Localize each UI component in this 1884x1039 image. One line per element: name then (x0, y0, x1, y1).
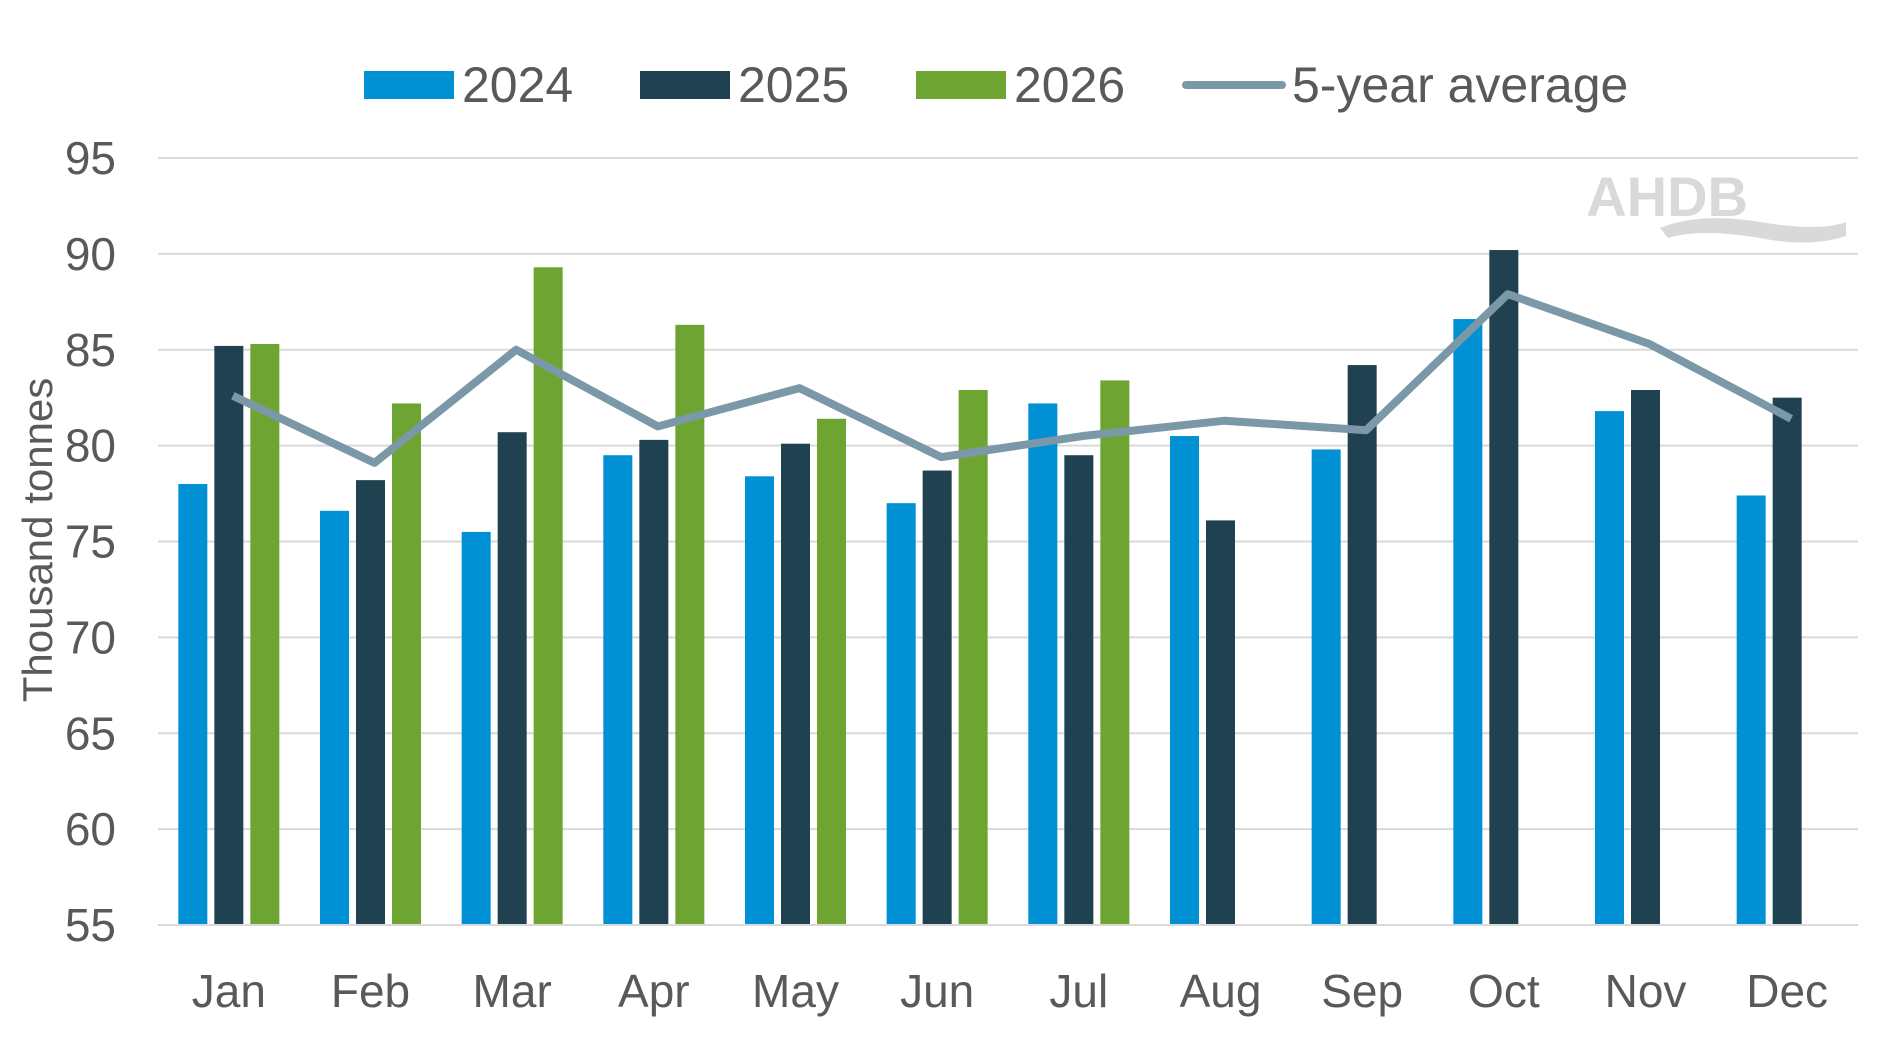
legend-label-2026: 2026 (1014, 57, 1125, 113)
line-5-year-average (231, 290, 1794, 467)
y-axis: 55 60 65 70 75 80 85 90 95 (65, 132, 116, 951)
bar-2026-may (817, 418, 846, 925)
bar-2024-mar (461, 531, 491, 925)
x-tick-label-sep: Sep (1321, 965, 1403, 1017)
legend-swatch-2024 (364, 71, 454, 99)
bars (178, 250, 1802, 926)
y-tick-label: 60 (65, 803, 116, 855)
average-line (231, 290, 1794, 467)
x-tick-label-jul: Jul (1049, 965, 1108, 1017)
y-tick-label: 85 (65, 324, 116, 376)
watermark: AHDB (1586, 165, 1846, 243)
x-tick-label-oct: Oct (1468, 965, 1540, 1017)
y-axis-title: Thousand tonnes (14, 378, 61, 703)
bar-2026-mar (533, 267, 563, 925)
x-tick-label-apr: Apr (618, 965, 690, 1017)
x-tick-label-mar: Mar (473, 965, 552, 1017)
y-tick-label: 75 (65, 516, 116, 568)
bar-2024-jun (886, 503, 916, 925)
legend-label-2024: 2024 (462, 57, 573, 113)
y-tick-label: 70 (65, 611, 116, 663)
legend-label-5-year-average: 5-year average (1292, 57, 1628, 113)
bar-2024-jul (1028, 403, 1058, 925)
bar-2025-apr (639, 439, 669, 925)
y-tick-label: 80 (65, 420, 116, 472)
bar-2024-apr (603, 455, 633, 925)
bar-2025-mar (497, 432, 527, 925)
bar-2025-jan (214, 345, 244, 925)
bar-2024-dec (1736, 495, 1766, 925)
x-tick-label-may: May (752, 965, 839, 1017)
x-tick-label-dec: Dec (1746, 965, 1828, 1017)
ahdb-watermark-text: AHDB (1586, 165, 1748, 228)
bar-2024-aug (1170, 436, 1199, 925)
bar-2024-may (745, 476, 774, 925)
x-tick-label-feb: Feb (331, 965, 410, 1017)
y-tick-label: 65 (65, 707, 116, 759)
legend-label-2025: 2025 (738, 57, 849, 113)
legend-swatch-2025 (640, 71, 730, 99)
bar-2025-may (781, 443, 810, 925)
bar-2024-feb (320, 510, 349, 925)
x-tick-label-jan: Jan (192, 965, 266, 1017)
bar-2025-jun (922, 470, 952, 925)
x-axis: Jan Feb Mar Apr May Jun Jul Aug Sep Oct Nov Dec (158, 924, 1858, 1017)
x-tick-label-aug: Aug (1180, 965, 1262, 1017)
y-tick-label: 55 (65, 899, 116, 951)
bar-2025-nov (1631, 390, 1660, 926)
x-tick-label-jun: Jun (900, 965, 974, 1017)
bar-2025-aug (1206, 520, 1235, 925)
bar-2024-oct (1453, 319, 1483, 925)
bar-2026-jun (958, 390, 988, 926)
bar-2026-jul (1100, 380, 1130, 925)
bar-2025-sep (1347, 365, 1377, 926)
x-tick-label-nov: Nov (1605, 965, 1687, 1017)
bar-2026-apr (675, 324, 705, 925)
y-tick-label: 90 (65, 228, 116, 280)
bar-2026-jan (250, 343, 280, 925)
bar-2025-jul (1064, 455, 1094, 925)
y-tick-label: 95 (65, 132, 116, 184)
legend-swatch-2026 (916, 71, 1006, 99)
bar-2026-feb (392, 403, 421, 925)
bar-2025-feb (356, 480, 385, 925)
bar-2024-jan (178, 483, 208, 925)
bar-2025-dec (1772, 397, 1802, 925)
legend: 2024 2025 2026 5-year average (364, 57, 1628, 113)
bar-2024-sep (1311, 449, 1341, 925)
bar-2024-nov (1595, 411, 1624, 925)
bar-2025-oct (1489, 250, 1519, 926)
ahdb-watermark-swoosh (1660, 218, 1846, 243)
